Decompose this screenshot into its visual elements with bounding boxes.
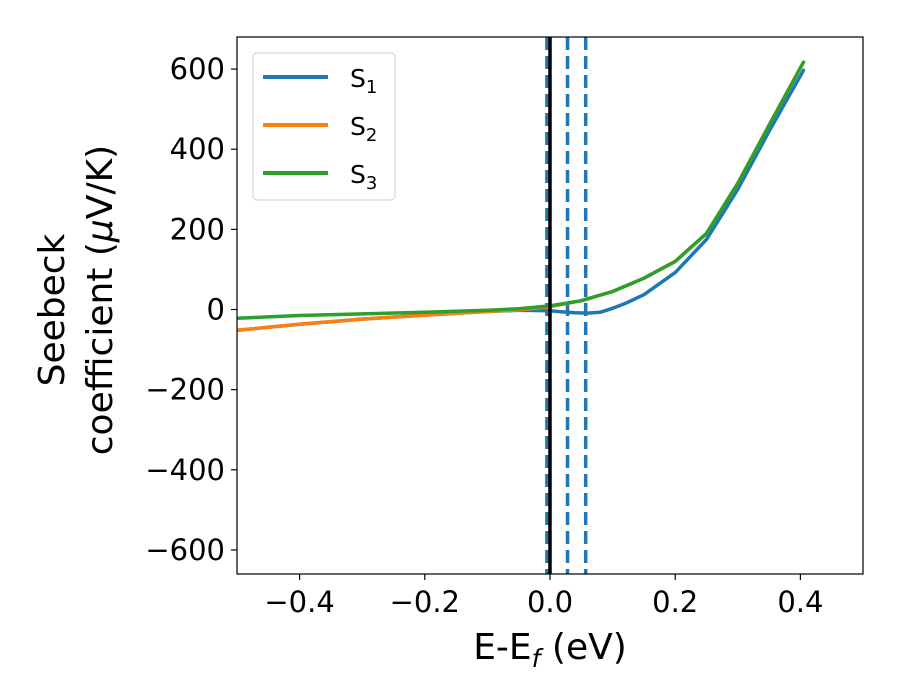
y-tick-label: −400 [145,453,225,487]
series-line-s3 [237,60,806,321]
y-axis-label-line2: coefficient (μV/K) [80,145,121,455]
y-axis-ticks: −600 −400 −200 0 200 400 600 [145,52,237,567]
x-axis-label: E-Ef (eV) [473,627,627,673]
x-axis-ticks: −0.4 −0.2 0.0 0.2 0.4 [264,574,823,619]
y-tick-label: 400 [170,132,225,166]
legend-label-s2: S2 [350,112,377,146]
series-lines [237,60,806,333]
x-tick-label: −0.2 [390,585,460,619]
y-axis-label-line1: Seebeck [32,233,73,386]
legend-label-s3: S3 [350,160,377,194]
y-tick-label: −200 [145,373,225,407]
x-tick-label: 0.0 [527,585,573,619]
x-tick-label: 0.4 [777,585,823,619]
legend-label-s1: S1 [350,64,377,98]
y-tick-label: 0 [207,293,225,327]
y-tick-label: 200 [170,212,225,246]
y-tick-label: −600 [145,533,225,567]
y-tick-label: 600 [170,52,225,86]
x-tick-label: 0.2 [652,585,698,619]
y-axis-label-mu: μ [80,219,121,243]
x-tick-label: −0.4 [264,585,334,619]
x-axis-label-unit: (eV) [540,627,626,668]
legend: S1 S2 S3 [252,52,396,201]
